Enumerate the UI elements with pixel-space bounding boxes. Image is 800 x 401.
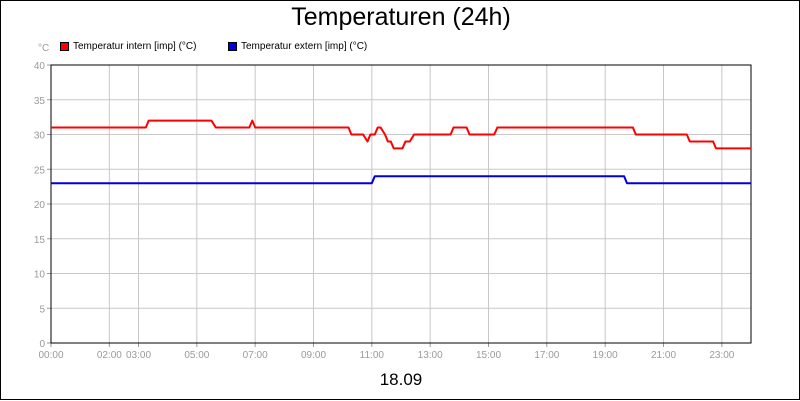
x-tick-label: 02:00 bbox=[97, 350, 122, 361]
x-tick-label: 23:00 bbox=[709, 350, 734, 361]
x-tick-label: 03:00 bbox=[126, 350, 151, 361]
legend-label-extern: Temperatur extern [imp] (°C) bbox=[241, 41, 368, 52]
legend-swatch-intern bbox=[60, 42, 69, 51]
y-tick-label: 5 bbox=[39, 304, 45, 315]
y-tick-label: 20 bbox=[34, 200, 46, 211]
x-tick-label: 19:00 bbox=[593, 350, 618, 361]
legend-swatch-extern bbox=[228, 42, 237, 51]
x-tick-label: 09:00 bbox=[301, 350, 326, 361]
x-tick-label: 13:00 bbox=[418, 350, 443, 361]
y-tick-label: 35 bbox=[34, 96, 46, 107]
x-tick-label: 15:00 bbox=[476, 350, 501, 361]
series-line-0 bbox=[51, 119, 751, 150]
y-tick-label: 40 bbox=[34, 61, 46, 72]
y-tick-label: 15 bbox=[34, 235, 46, 246]
date-label: 18.09 bbox=[379, 370, 423, 389]
legend-item-extern: Temperatur extern [imp] (°C) bbox=[228, 41, 367, 52]
series-line-1 bbox=[51, 175, 751, 185]
x-tick-label: 05:00 bbox=[184, 350, 209, 361]
x-tick-label: 17:00 bbox=[534, 350, 559, 361]
y-tick-label: 30 bbox=[34, 131, 46, 142]
chart-title: Temperaturen (24h) bbox=[291, 3, 511, 31]
x-tick-label: 07:00 bbox=[243, 350, 268, 361]
x-tick-label: 11:00 bbox=[360, 350, 385, 361]
x-tick-label: 00:00 bbox=[38, 350, 63, 361]
x-tick-label: 21:00 bbox=[651, 350, 676, 361]
legend-item-intern: Temperatur intern [imp] (°C) bbox=[60, 41, 196, 52]
y-axis-unit-label: °C bbox=[38, 43, 50, 54]
y-tick-label: 0 bbox=[39, 339, 45, 350]
plot-border bbox=[50, 64, 752, 344]
y-tick-label: 25 bbox=[34, 165, 46, 176]
legend-label-intern: Temperatur intern [imp] (°C) bbox=[73, 41, 197, 52]
y-tick-label: 10 bbox=[34, 270, 46, 281]
